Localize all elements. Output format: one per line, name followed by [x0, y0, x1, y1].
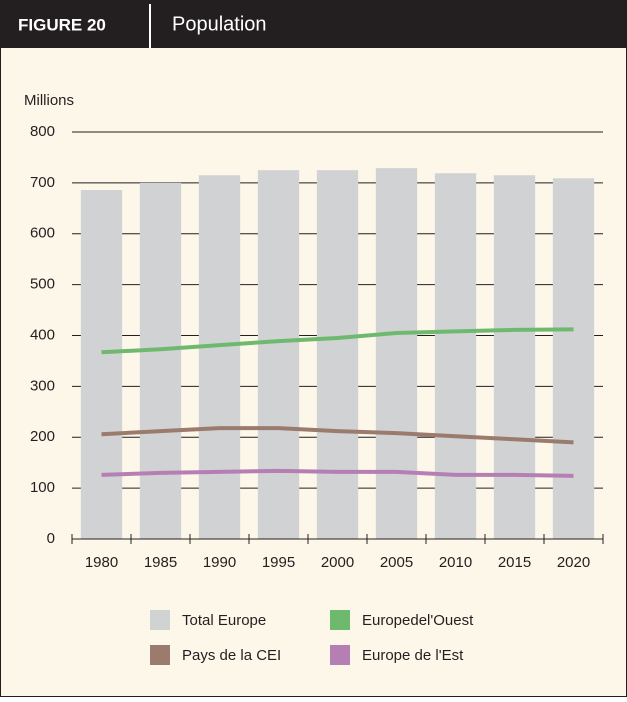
legend-label: Europe de l'Est [362, 647, 464, 664]
y-tick-label: 100 [30, 479, 55, 496]
y-tick-label: 400 [30, 326, 55, 343]
bar [257, 170, 300, 539]
y-tick-label: 600 [30, 225, 55, 242]
legend-swatch [330, 645, 350, 665]
bar [139, 182, 182, 539]
bar [493, 175, 536, 539]
bar [434, 173, 477, 540]
x-tick-label: 1990 [203, 554, 236, 571]
x-tick-label: 2015 [498, 554, 531, 571]
line-series [101, 327, 574, 355]
legend-swatch [330, 610, 350, 630]
legend-swatch [150, 610, 170, 630]
y-tick-label: 800 [30, 123, 55, 140]
bar [198, 175, 241, 539]
x-tick-label: 1980 [85, 554, 118, 571]
chart-title: Population [172, 13, 267, 35]
legend-label: Europedel'Ouest [362, 612, 474, 629]
x-tick-label: 2020 [557, 554, 590, 571]
y-tick-label: 500 [30, 276, 55, 293]
bar [316, 170, 359, 539]
x-tick-label: 2000 [321, 554, 354, 571]
bar [80, 189, 123, 539]
line-series [101, 426, 574, 445]
bar [375, 168, 418, 539]
figure-label: FIGURE 20 [18, 15, 106, 34]
y-tick-label: 0 [47, 530, 55, 547]
line-series [101, 468, 574, 478]
x-tick-label: 1985 [144, 554, 177, 571]
header [0, 0, 627, 48]
bar [552, 178, 595, 539]
legend-label: Pays de la CEI [182, 647, 281, 664]
x-tick-label: 1995 [262, 554, 295, 571]
x-tick-label: 2005 [380, 554, 413, 571]
y-tick-label: 300 [30, 377, 55, 394]
legend-swatch [150, 645, 170, 665]
legend-label: Total Europe [182, 612, 266, 629]
y-tick-label: 200 [30, 428, 55, 445]
y-axis-label: Millions [24, 92, 74, 109]
x-tick-label: 2010 [439, 554, 472, 571]
y-tick-label: 700 [30, 174, 55, 191]
